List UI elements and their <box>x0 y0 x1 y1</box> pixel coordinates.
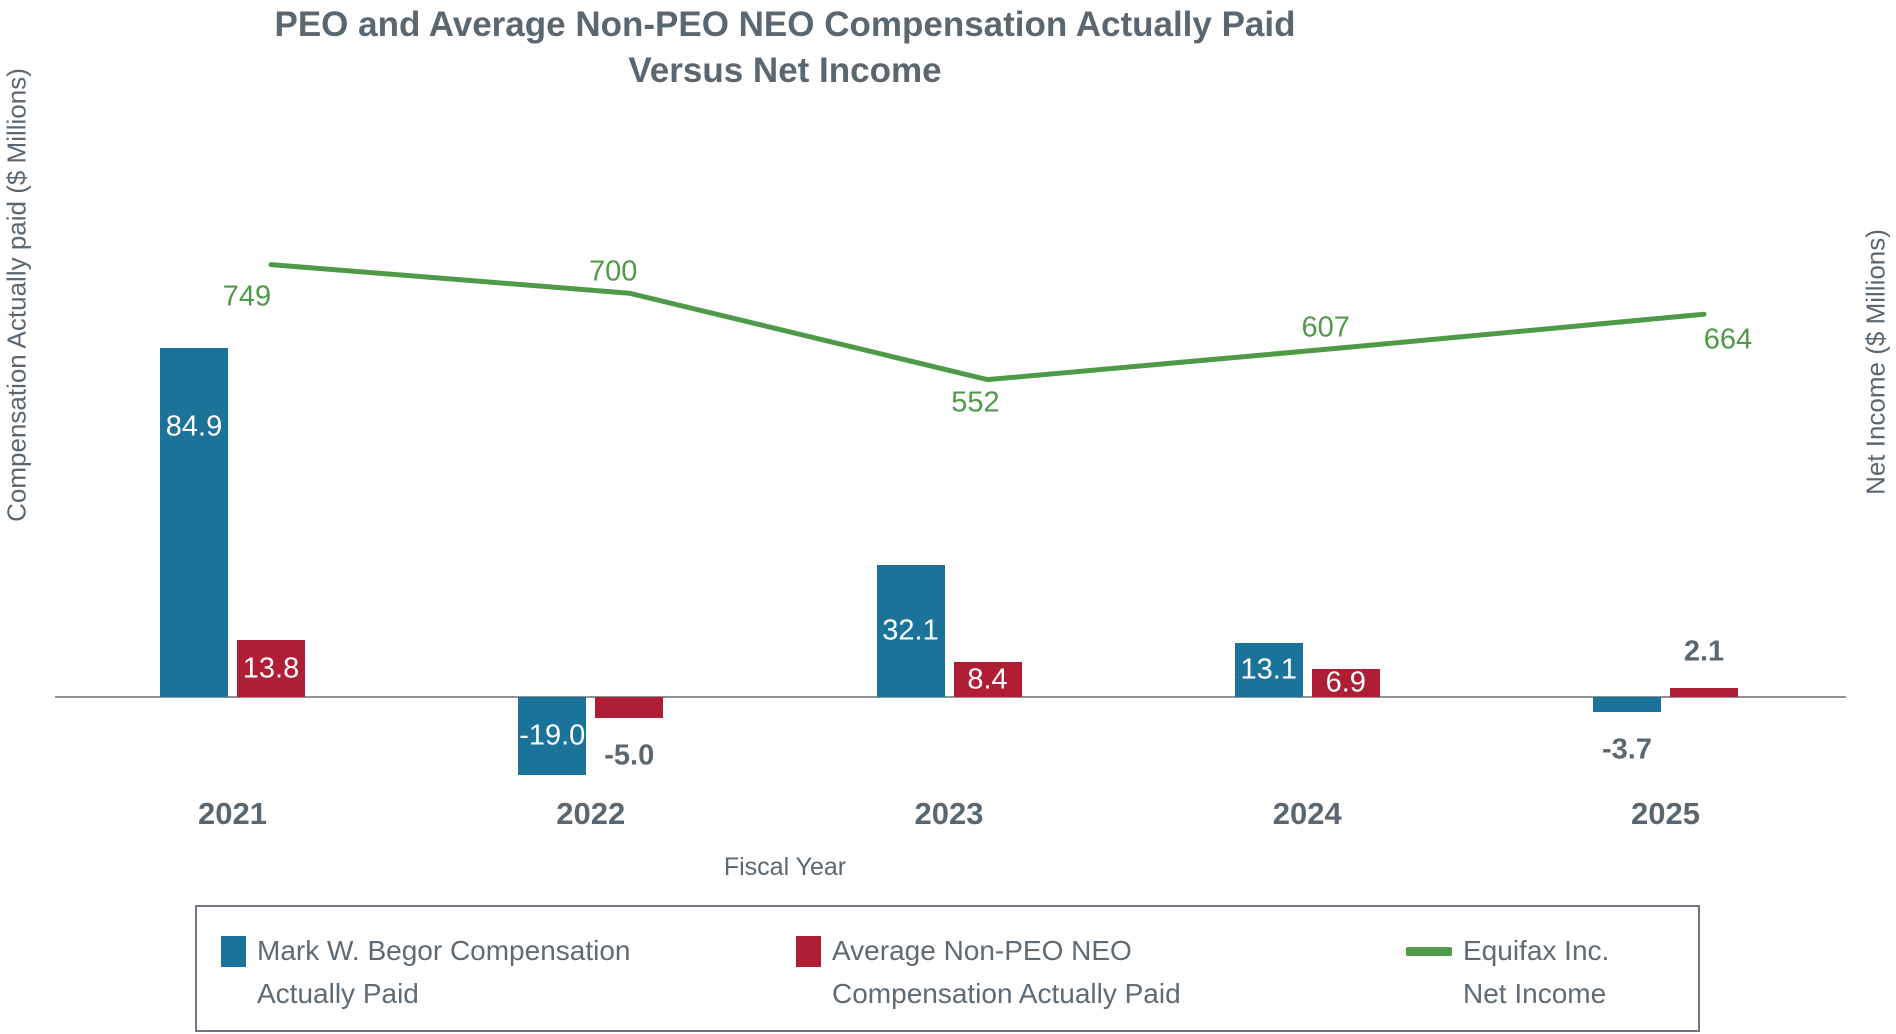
bar-label-peo-2022: -19.0 <box>519 719 586 752</box>
legend-label-peo-line1: Mark W. Begor Compensation <box>257 935 631 966</box>
chart-title: PEO and Average Non-PEO NEO Compensation… <box>0 2 1570 94</box>
bar-label-peo-2024: 13.1 <box>1240 653 1297 686</box>
bar-neo-2023 <box>953 662 1022 697</box>
legend-item-neo: Average Non-PEO NEO Compensation Actuall… <box>796 929 1181 1015</box>
x-axis-label-2022: 2022 <box>556 796 626 831</box>
x-axis-title: Fiscal Year <box>723 853 847 881</box>
legend: Mark W. Begor Compensation Actually Paid… <box>195 905 1700 1032</box>
net-income-value-2022: 700 <box>589 255 638 288</box>
legend-label-neo-line2: Compensation Actually Paid <box>832 978 1181 1009</box>
bar-neo-2025 <box>1670 688 1738 697</box>
legend-item-net-income: Equifax Inc. Net Income <box>1406 929 1609 1015</box>
net-income-value-2021: 749 <box>222 280 272 313</box>
bar-peo-2023 <box>876 565 945 697</box>
x-axis-label-2021: 2021 <box>198 796 267 831</box>
net-income-value-2024: 607 <box>1301 311 1350 343</box>
chart-title-line-1: PEO and Average Non-PEO NEO Compensation… <box>274 5 1296 44</box>
net-income-value-2023: 552 <box>951 386 1000 419</box>
legend-swatch-net-income-line <box>1406 947 1452 956</box>
bar-peo-2022 <box>518 697 587 776</box>
legend-label-peo-line2: Actually Paid <box>257 978 419 1009</box>
bar-peo-2021 <box>160 348 228 697</box>
bar-label-neo-2021: 13.8 <box>242 652 300 685</box>
x-axis-line <box>55 696 1846 698</box>
bar-neo-2024 <box>1311 668 1380 697</box>
legend-swatch-neo <box>796 936 821 967</box>
bar-label-neo-2022: -5.0 <box>604 739 655 772</box>
x-axis-label-2024: 2024 <box>1272 796 1342 831</box>
legend-swatch-peo <box>221 936 246 967</box>
bar-label-peo-2021: 84.9 <box>165 410 223 443</box>
bar-label-neo-2024: 6.9 <box>1325 666 1366 699</box>
legend-label-neo: Average Non-PEO NEO Compensation Actuall… <box>832 929 1181 1015</box>
bar-label-neo-2025: 2.1 <box>1683 635 1725 668</box>
legend-label-neo-line1: Average Non-PEO NEO <box>832 935 1132 966</box>
bar-label-neo-2023: 8.4 <box>967 663 1008 696</box>
x-axis-label-2023: 2023 <box>914 796 984 831</box>
legend-label-net-income-line2: Net Income <box>1463 978 1607 1009</box>
legend-label-peo: Mark W. Begor Compensation Actually Paid <box>257 929 631 1015</box>
legend-item-peo: Mark W. Begor Compensation Actually Paid <box>221 929 631 1015</box>
net-income-line <box>268 262 1707 383</box>
net-income-value-2025: 664 <box>1703 323 1753 356</box>
bar-peo-2024 <box>1234 643 1303 697</box>
chart-title-line-2: Versus Net Income <box>628 51 942 90</box>
legend-label-net-income-line1: Equifax Inc. <box>1463 935 1610 966</box>
bar-neo-2021 <box>237 640 305 697</box>
bar-peo-2025 <box>1593 697 1661 713</box>
bar-label-peo-2023: 32.1 <box>882 614 939 647</box>
legend-label-net-income: Equifax Inc. Net Income <box>1463 929 1609 1015</box>
bar-label-peo-2025: -3.7 <box>1602 733 1652 766</box>
bar-neo-2022 <box>595 697 664 718</box>
x-axis-label-2025: 2025 <box>1631 796 1700 831</box>
